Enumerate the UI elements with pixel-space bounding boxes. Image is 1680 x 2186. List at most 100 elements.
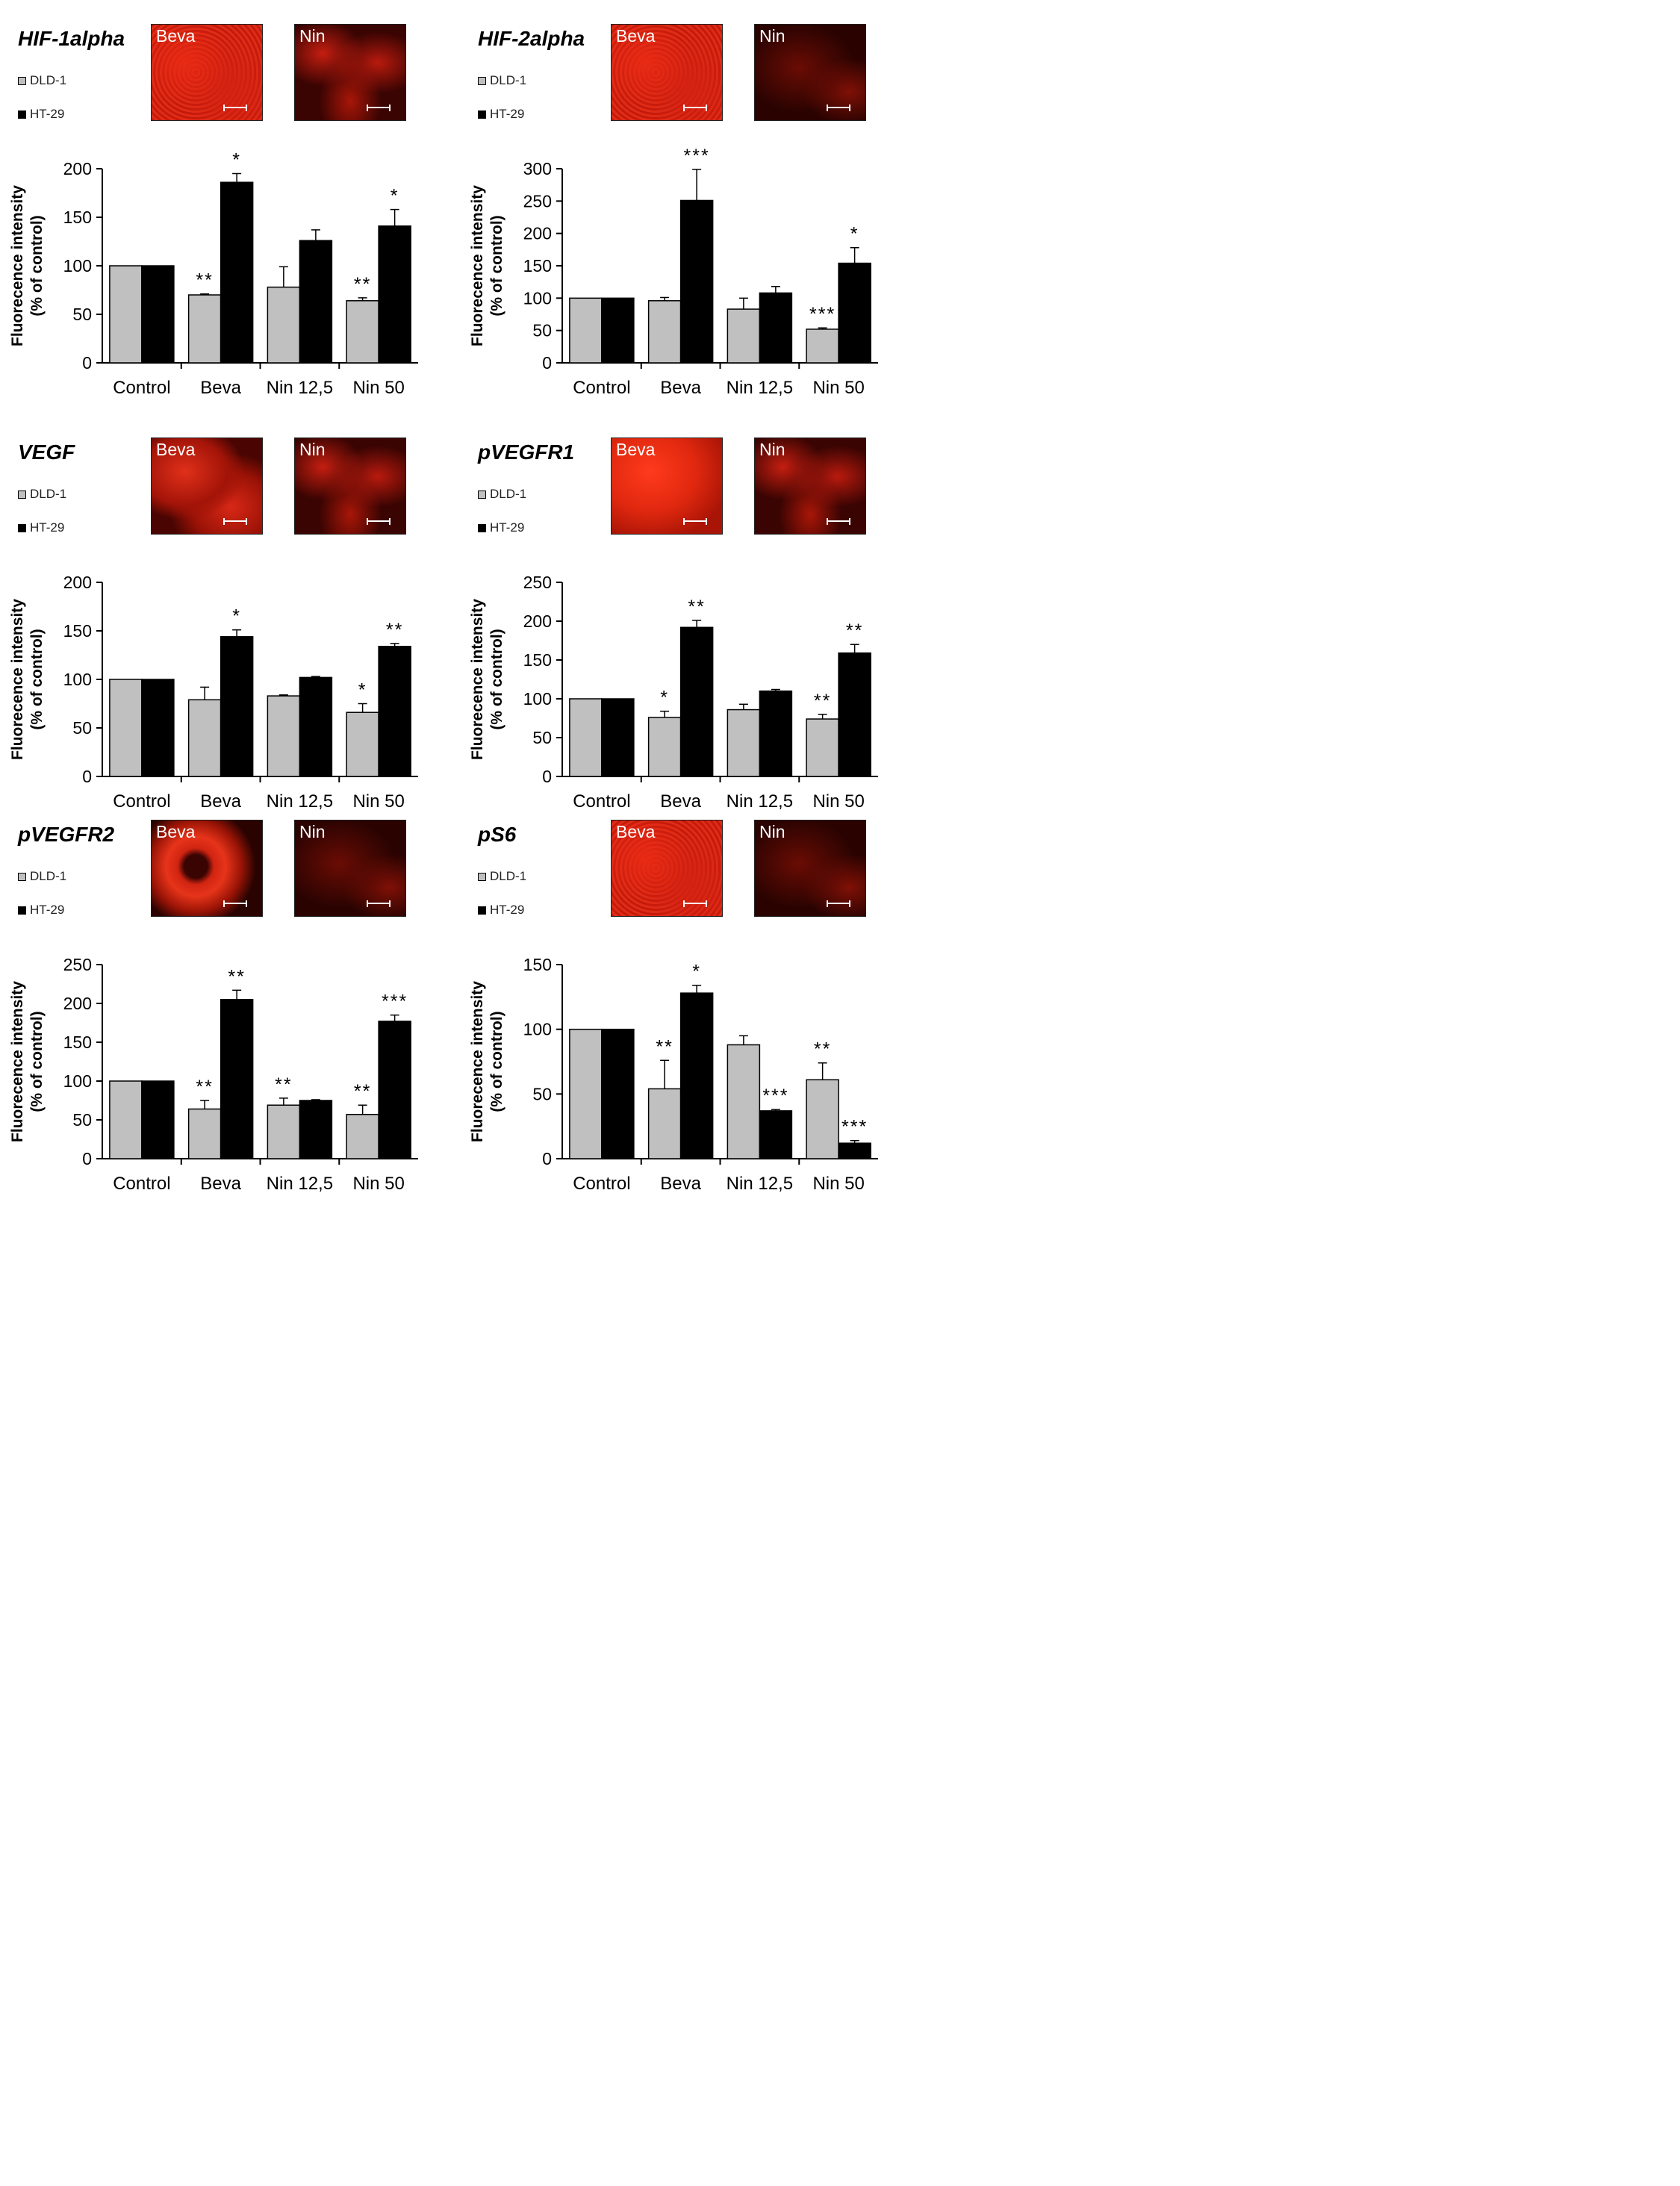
bar-ht-29-nin-50 (838, 262, 871, 364)
significance-label: * (232, 150, 241, 171)
bar-chart: Fluorecence intensity (% of control) 0 50 10… (9, 573, 418, 812)
legend-swatch (478, 490, 486, 499)
bar-ht-29-control (601, 297, 635, 364)
bar-dld-1-nin-12-5 (727, 308, 761, 364)
bar-ht-29-nin-50 (838, 652, 871, 777)
y-tick-label: 50 (532, 1084, 552, 1103)
panel-title: HIF-1alpha (18, 27, 125, 50)
bar-ht-29-control (141, 1080, 175, 1159)
legend-swatch (478, 523, 486, 532)
bar-ht-29-nin-12-5 (759, 1110, 793, 1159)
legend-dld1: DLD-1 (478, 869, 526, 884)
y-tick-label: 50 (72, 1110, 92, 1130)
legend-label: DLD-1 (30, 869, 67, 883)
significance-label: ** (688, 597, 705, 617)
legend-dld1: DLD-1 (18, 487, 66, 502)
micrograph-nin: Nin (754, 437, 866, 535)
bar-dld-1-nin-50 (346, 1113, 379, 1159)
legend-swatch (18, 490, 26, 499)
bar-ht-29-nin-50 (378, 646, 411, 777)
x-tick-label: Beva (200, 1174, 241, 1194)
micrograph-beva: Beva (611, 820, 723, 917)
micrograph-label: Nin (299, 26, 326, 46)
y-tick-label: 0 (542, 767, 552, 786)
bar-chart: Fluorecence intensity (% of control) 0 50 10… (469, 146, 878, 398)
legend-ht29: HT-29 (18, 107, 64, 122)
micrograph-nin: Nin (754, 820, 866, 917)
bar-dld-1-nin-12-5 (727, 709, 761, 777)
y-tick-label: 0 (82, 767, 92, 786)
bar-dld-1-beva (187, 699, 222, 777)
y-tick-label: 0 (542, 1149, 552, 1168)
micrograph-nin: Nin (294, 820, 406, 917)
bar-ht-29-nin-12-5 (299, 240, 333, 364)
y-axis-label-line2: (% of control) (488, 215, 505, 316)
bar-ht-29-beva (220, 636, 254, 777)
significance-label: ** (196, 270, 213, 291)
x-tick-label: Nin 12,5 (267, 791, 333, 812)
micrograph-beva: Beva (611, 437, 723, 535)
micrograph-label: Nin (759, 26, 785, 46)
bar-dld-1-beva (187, 294, 222, 364)
significance-label: *** (382, 991, 408, 1012)
y-tick-label: 200 (63, 573, 92, 592)
bar-ht-29-nin-12-5 (759, 690, 793, 777)
bar-ht-29-beva (679, 626, 714, 777)
scale-bar (683, 900, 707, 907)
y-axis-label-line1: Fluorecence intensity (9, 981, 26, 1142)
x-tick-label: Nin 50 (352, 378, 404, 398)
legend-dld1: DLD-1 (18, 869, 66, 884)
bar-ht-29-nin-12-5 (759, 292, 793, 364)
legend-swatch (18, 110, 26, 119)
bar-ht-29-nin-50 (378, 1021, 411, 1159)
y-axis-label-line2: (% of control) (488, 1011, 505, 1112)
bar-chart: Fluorecence intensity (% of control) 0 50 10… (469, 573, 878, 812)
micrograph-beva: Beva (151, 437, 263, 535)
scale-bar (683, 518, 707, 525)
y-tick-label: 150 (523, 650, 552, 670)
y-axis-label-line1: Fluorecence intensity (469, 981, 486, 1142)
bar-dld-1-nin-50 (346, 711, 379, 777)
legend-label: HT-29 (490, 520, 525, 535)
x-tick-label: Control (113, 1174, 170, 1194)
y-tick-label: 100 (63, 670, 92, 689)
bar-ht-29-nin-50 (838, 1142, 871, 1159)
panel-vegf: VEGF DLD-1 HT-29 Beva Nin Fluorecence intensi… (0, 414, 448, 812)
panel-hif-2alpha: HIF-2alpha DLD-1 HT-29 Beva Nin Fluorecence i… (460, 0, 908, 398)
scale-bar (223, 105, 247, 111)
bar-dld-1-beva (647, 300, 682, 364)
legend-ht29: HT-29 (478, 107, 524, 122)
significance-label: *** (809, 304, 836, 325)
bar-chart: Fluorecence intensity (% of control) 0 50 10… (469, 955, 878, 1194)
y-tick-label: 200 (523, 224, 552, 243)
bar-ht-29-beva (679, 199, 714, 364)
bar-dld-1-control (569, 1028, 603, 1159)
legend-ht29: HT-29 (478, 903, 524, 918)
bar-dld-1-nin-50 (806, 328, 839, 364)
y-tick-label: 100 (523, 288, 552, 308)
significance-label: ** (814, 691, 831, 711)
y-tick-label: 50 (532, 728, 552, 747)
x-tick-label: Nin 50 (812, 1174, 864, 1194)
x-tick-label: Nin 12,5 (267, 1174, 333, 1194)
y-tick-label: 300 (523, 159, 552, 178)
y-axis-label-line2: (% of control) (28, 629, 46, 729)
x-tick-label: Nin 50 (812, 791, 864, 812)
x-tick-label: Beva (660, 791, 701, 812)
panel-title: HIF-2alpha (478, 27, 585, 50)
x-tick-label: Control (113, 791, 170, 812)
y-tick-label: 150 (63, 621, 92, 641)
y-tick-label: 50 (72, 305, 92, 324)
legend-label: HT-29 (490, 107, 525, 121)
legend-dld1: DLD-1 (478, 487, 526, 502)
significance-label: ** (354, 1081, 371, 1102)
bar-dld-1-beva (187, 1108, 222, 1159)
significance-label: *** (762, 1086, 788, 1106)
significance-label: * (358, 680, 367, 701)
y-axis-label-line2: (% of control) (28, 1011, 46, 1112)
significance-label: ** (814, 1039, 831, 1060)
scale-bar (367, 900, 391, 907)
x-tick-label: Control (573, 1174, 630, 1194)
bar-chart: Fluorecence intensity (% of control) 0 50 10… (9, 150, 418, 398)
significance-label: ** (846, 620, 863, 641)
